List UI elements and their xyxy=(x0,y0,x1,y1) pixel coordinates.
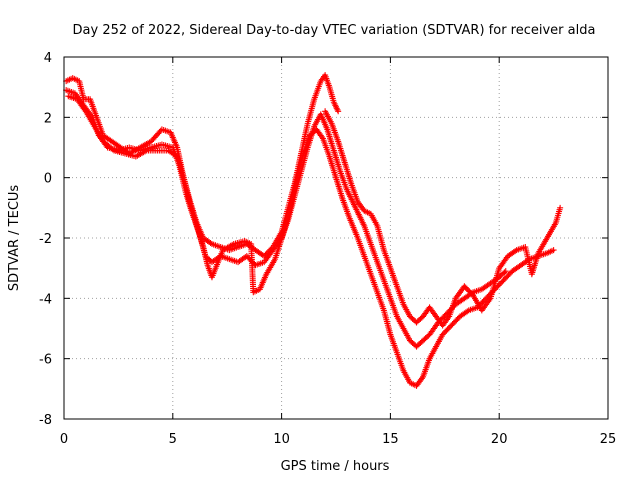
data-point xyxy=(557,204,564,211)
x-tick-label: 25 xyxy=(600,432,617,447)
y-tick-label: 2 xyxy=(44,111,52,126)
y-axis-label: SDTVAR / TECUs xyxy=(7,185,22,292)
data-marks xyxy=(63,72,564,389)
x-axis-label: GPS time / hours xyxy=(281,459,390,474)
data-point xyxy=(502,268,509,275)
chart-title: Day 252 of 2022, Sidereal Day-to-day VTE… xyxy=(73,23,596,38)
x-tick-label: 15 xyxy=(382,432,399,447)
y-tick-label: -8 xyxy=(39,413,52,428)
data-point xyxy=(550,247,557,254)
series-track-b xyxy=(63,87,509,350)
trace-marker xyxy=(501,269,508,276)
trace-marker xyxy=(109,146,116,153)
axis-ticks: 0 5 10 15 20 25 -8 -6 -4 -2 0 2 4 xyxy=(39,51,616,447)
y-tick-label: -2 xyxy=(39,232,52,247)
x-tick-label: 0 xyxy=(60,432,68,447)
series-track-c xyxy=(65,93,557,389)
y-tick-label: -4 xyxy=(39,292,52,307)
x-tick-label: 5 xyxy=(169,432,177,447)
data-point xyxy=(335,108,342,115)
x-tick-label: 20 xyxy=(491,432,508,447)
x-tick-label: 10 xyxy=(273,432,290,447)
series-track-d xyxy=(322,108,564,329)
y-tick-label: -6 xyxy=(39,353,52,368)
y-tick-label: 4 xyxy=(44,51,52,66)
y-tick-label: 0 xyxy=(44,172,52,187)
